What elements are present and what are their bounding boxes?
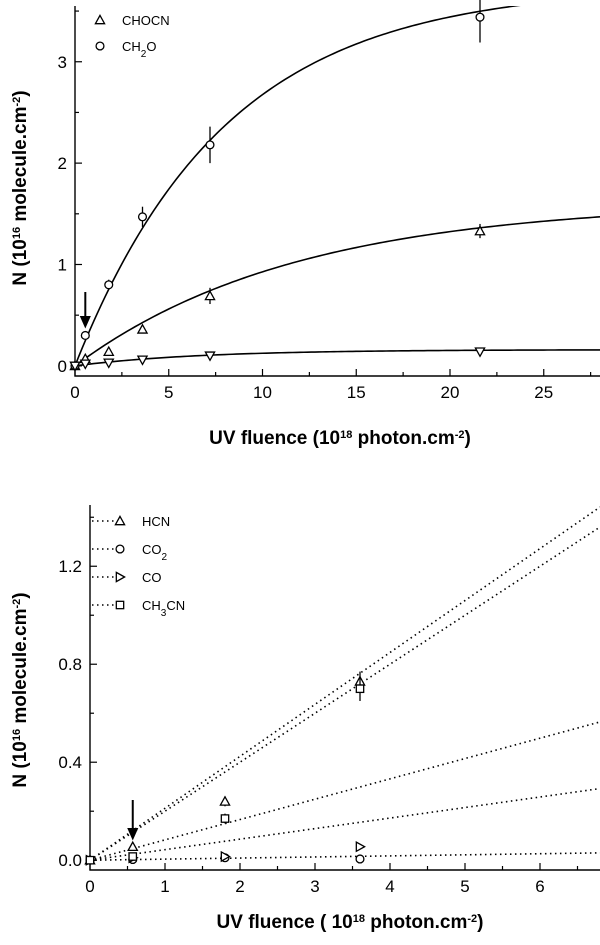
x-tick-label: 0	[70, 383, 79, 402]
data-point	[204, 289, 216, 301]
fit-line	[75, 6, 521, 367]
fit-line	[90, 526, 600, 861]
legend-marker	[114, 515, 126, 526]
fit-line	[90, 721, 600, 861]
data-point	[355, 841, 366, 853]
y-tick-label: 0	[58, 357, 67, 376]
x-tick-label: 25	[534, 383, 553, 402]
legend-marker	[115, 600, 125, 610]
y-tick-label: 2	[58, 154, 67, 173]
legend-marker	[115, 544, 125, 554]
y-tick-label: 1.2	[58, 557, 82, 576]
legend-marker	[95, 41, 105, 51]
x-tick-label: 0	[85, 877, 94, 896]
legend-label: HCN	[142, 514, 170, 529]
y-tick-label: 0.0	[58, 851, 82, 870]
legend-label: CO2	[142, 542, 168, 563]
legend-marker	[94, 14, 106, 25]
data-point	[80, 330, 90, 341]
y-tick-label: 0.8	[58, 655, 82, 674]
x-tick-label: 1	[160, 877, 169, 896]
data-point	[136, 355, 149, 366]
legend-label: CO	[142, 570, 162, 585]
data-point	[220, 850, 231, 863]
data-point	[127, 840, 139, 852]
fit-line	[75, 349, 600, 367]
x-tick-label: 20	[441, 383, 460, 402]
x-tick-label: 10	[253, 383, 272, 402]
x-tick-label: 3	[310, 877, 319, 896]
y-axis-label: N (1016 molecule.cm-2)	[10, 592, 31, 787]
y-tick-label: 1	[58, 255, 67, 274]
data-point	[79, 359, 92, 370]
fit-line	[90, 506, 600, 861]
legend-marker	[115, 571, 126, 583]
x-tick-label: 6	[535, 877, 544, 896]
data-point	[205, 140, 215, 150]
data-point	[137, 212, 148, 222]
data-point	[355, 854, 365, 864]
arrow-head	[127, 828, 139, 841]
x-tick-label: 5	[164, 383, 173, 402]
chart-panel-bottom: 0 1 2 3 4 5 6 0.0 0.4 0.8 1.2 UV fluence ( 1018 pho…	[10, 505, 600, 933]
x-axis-label: UV fluence (1018 photon.cm-2)	[209, 428, 471, 449]
x-axis-label: UV fluence ( 1018 photon.cm-2)	[217, 912, 484, 933]
y-tick-label: 3	[58, 53, 67, 72]
data-point	[104, 280, 114, 290]
chart-panel-top: 0 5 10 15 20 25 0 1 2 3 UV fluence (1018 photon.cm…	[10, 0, 600, 449]
data-point	[103, 345, 115, 357]
legend-label: CH2O	[122, 39, 156, 60]
x-tick-label: 4	[385, 877, 394, 896]
x-tick-label: 15	[347, 383, 366, 402]
data-point	[475, 12, 485, 22]
legend-label: CH3CN	[142, 598, 185, 619]
data-point	[69, 361, 81, 372]
x-tick-label: 2	[235, 877, 244, 896]
data-point	[136, 323, 149, 334]
legend-label: CHOCN	[122, 13, 170, 28]
data-point	[474, 225, 486, 236]
data-point	[355, 684, 365, 694]
x-tick-label: 5	[460, 877, 469, 896]
fit-line	[90, 852, 600, 862]
data-point	[204, 351, 216, 362]
data-point	[85, 855, 95, 865]
data-point	[474, 347, 486, 358]
axis-frame	[74, 6, 600, 377]
y-axis-label: N (1016 molecule.cm-2)	[10, 90, 31, 285]
fit-line	[90, 787, 600, 861]
data-point	[128, 852, 138, 861]
arrow-head	[79, 316, 91, 329]
data-point	[220, 814, 230, 823]
fit-line	[75, 216, 600, 367]
y-tick-label: 0.4	[58, 753, 82, 772]
data-point	[219, 795, 231, 806]
data-point	[103, 358, 115, 369]
